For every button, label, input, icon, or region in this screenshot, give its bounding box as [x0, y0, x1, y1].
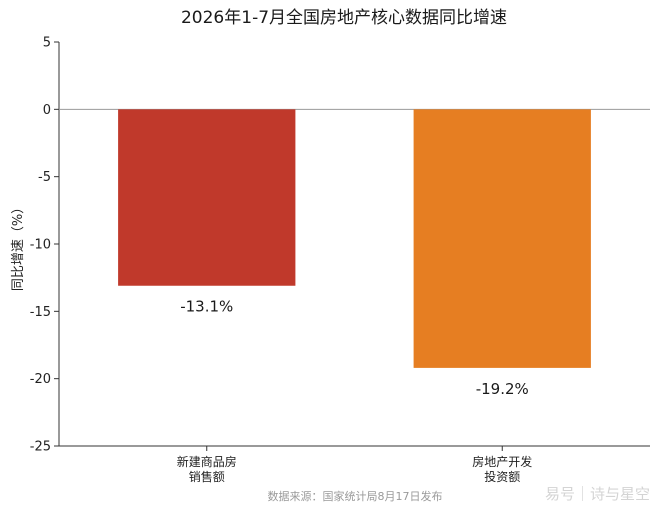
data-label: -13.1% — [180, 298, 233, 316]
y-tick-label: -25 — [30, 440, 51, 455]
y-tick-label: -15 — [30, 305, 51, 320]
bar — [118, 109, 296, 286]
x-tick-label: 新建商品房 — [177, 454, 237, 469]
chart-title: 2026年1-7月全国房地产核心数据同比增速 — [181, 8, 507, 28]
bar — [413, 109, 591, 368]
y-axis-label: 同比增速（%） — [11, 201, 26, 291]
source-note: 数据来源：国家统计局8月17日发布 — [268, 489, 443, 503]
x-tick-label: 投资额 — [484, 469, 520, 484]
watermark-text: 易号｜诗与星空 — [545, 485, 650, 503]
x-tick-label: 房地产开发 — [472, 454, 532, 469]
x-tick-label: 销售额 — [189, 469, 225, 484]
data-label: -19.2% — [476, 380, 529, 398]
y-tick-label: -20 — [30, 372, 51, 387]
y-tick-label: -5 — [38, 170, 51, 185]
y-tick-label: 5 — [43, 36, 51, 51]
bars — [118, 109, 591, 368]
y-tick-label: -10 — [30, 238, 51, 253]
y-tick-label: 0 — [43, 103, 51, 118]
